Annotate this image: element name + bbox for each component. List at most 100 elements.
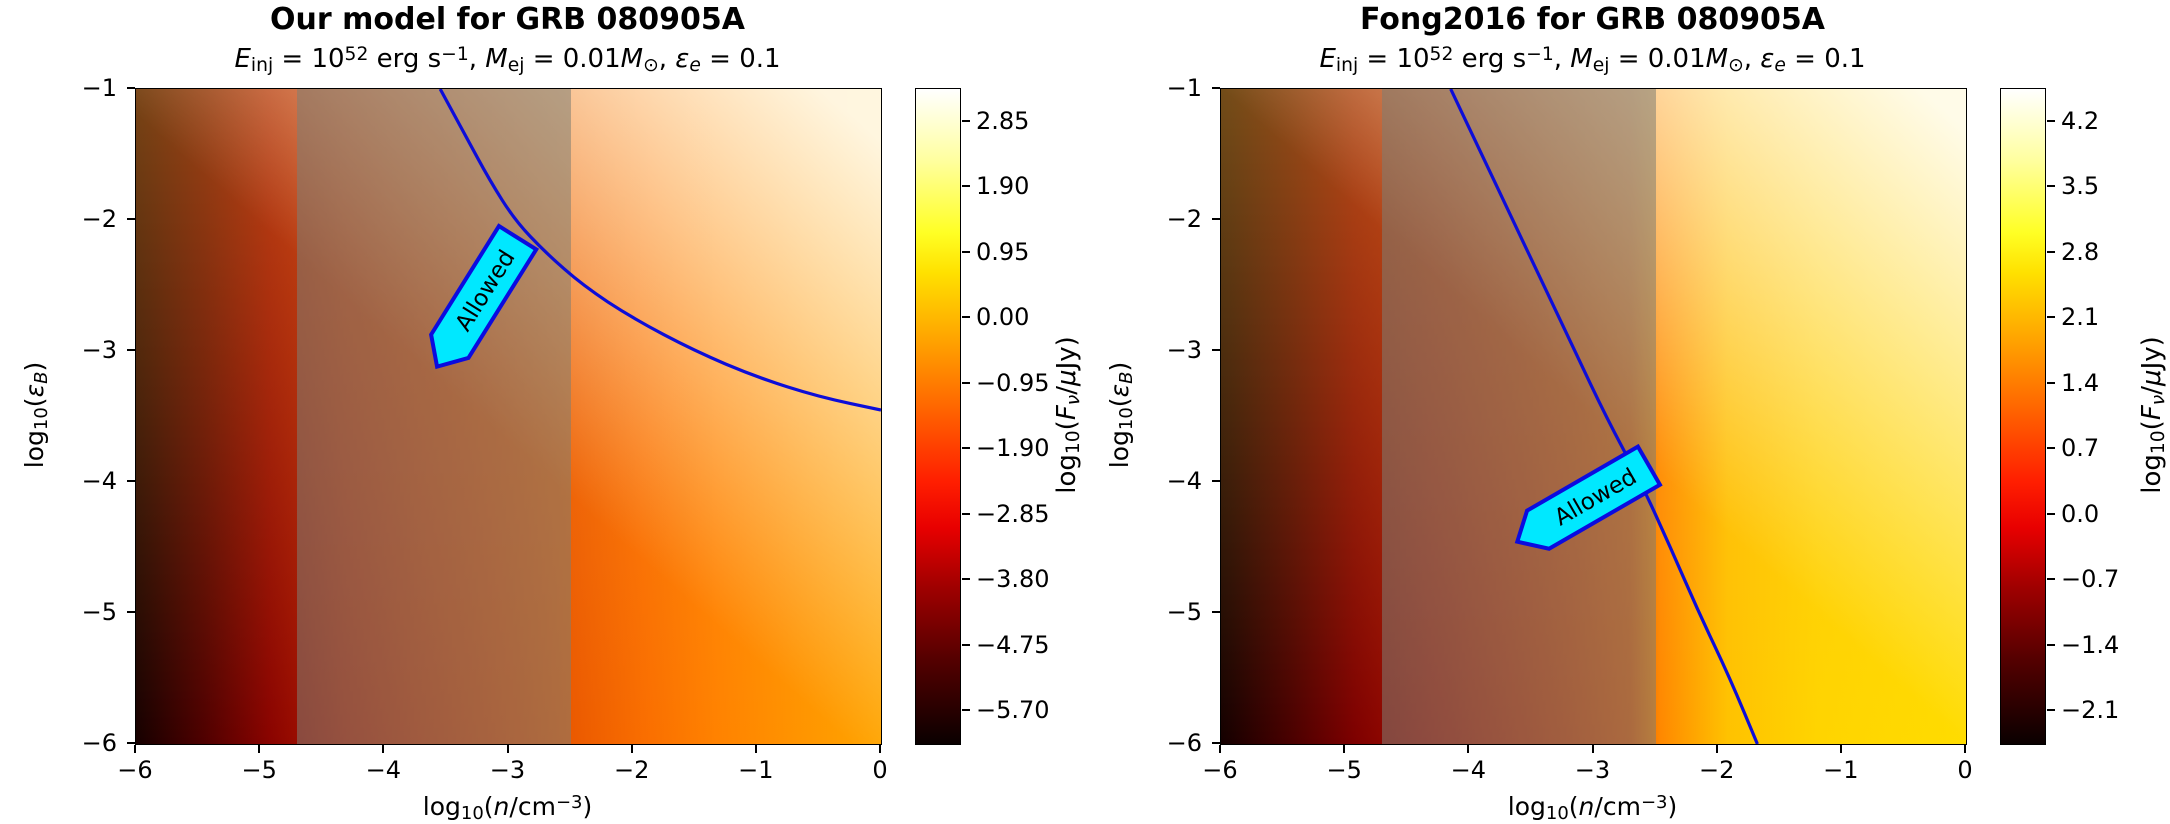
text-part: erg s <box>368 44 442 75</box>
text-part: log <box>422 792 461 822</box>
allowed-region-banner: Allowed <box>1514 443 1663 551</box>
colorbar-tick-label: −2.85 <box>976 499 1050 528</box>
shaded-band <box>297 89 571 744</box>
text-part: = 10 <box>1358 44 1430 75</box>
text-part: ε <box>1760 44 1775 75</box>
x-tick-mark <box>1343 745 1346 753</box>
colorbar-tick-mark <box>2047 381 2055 384</box>
colorbar-tick-label: 0.7 <box>2061 434 2100 463</box>
x-tick-label: −5 <box>241 756 277 784</box>
x-tick-label: −6 <box>1202 756 1238 784</box>
text-part: n <box>493 792 510 822</box>
shaded-band <box>1382 89 1656 744</box>
text-part: M <box>485 44 508 75</box>
heatmap-panel-our-model: Our model for GRB 080905A Einj = 1052 er… <box>20 2 1084 824</box>
colorbar-tick-label: 0.0 <box>2061 499 2100 528</box>
y-tick-label: −2 <box>81 205 117 233</box>
text-part: ε <box>675 44 690 75</box>
y-tick-mark <box>1212 349 1220 351</box>
text-part: , <box>468 44 486 75</box>
heatmap-plot-area: Allowed <box>1220 88 1967 745</box>
heatmap-plot-area: Allowed <box>135 88 882 745</box>
text-part: F <box>1052 405 1083 421</box>
colorbar-tick-mark <box>2047 119 2055 122</box>
colorbar-tick-mark <box>2047 578 2055 581</box>
colorbar-tick-mark <box>962 381 970 384</box>
colorbar-tick-mark <box>962 316 970 319</box>
text-part: ( <box>1568 792 1579 822</box>
text-part: ⊙ <box>643 54 659 76</box>
text-part: Jy) <box>2137 336 2168 370</box>
allowed-region-banner: Allowed <box>429 223 540 370</box>
x-tick-mark <box>382 745 385 753</box>
x-tick-label: −4 <box>365 756 402 784</box>
x-axis-ticks: −6 −5 −4 −3 −2 −1 0 <box>117 745 888 793</box>
x-axis-label: log10(n/cm−3) <box>135 792 880 824</box>
y-tick-mark <box>1212 611 1220 613</box>
text-part: ε <box>20 383 50 398</box>
text-part: = 0.01 <box>524 44 621 75</box>
y-tick-label: −3 <box>1166 336 1202 364</box>
text-part: = 10 <box>273 44 345 75</box>
y-tick-label: −6 <box>81 729 117 757</box>
text-part: 10 <box>1062 430 1084 455</box>
x-tick-label: 0 <box>872 756 888 784</box>
text-part: ν <box>2147 394 2169 406</box>
colorbar-tick-mark <box>2047 316 2055 319</box>
y-tick-mark <box>127 480 135 482</box>
x-tick-mark <box>134 745 136 753</box>
colorbar-tick-mark <box>962 119 970 122</box>
y-tick-label: −2 <box>1166 205 1202 233</box>
text-part: log <box>2137 454 2168 494</box>
colorbar-tick-mark <box>962 250 970 253</box>
text-part: e <box>1774 54 1786 76</box>
text-part: , <box>658 44 676 75</box>
colorbar-tick-label: 2.8 <box>2061 237 2100 266</box>
x-tick-mark <box>879 745 881 753</box>
y-tick-label: −1 <box>1166 74 1202 102</box>
text-part: = 0.01 <box>1609 44 1706 75</box>
colorbar-tick-mark <box>2047 250 2055 253</box>
x-tick-mark <box>630 745 633 753</box>
y-tick-mark <box>127 349 135 351</box>
colorbar-ticks: 4.2 3.5 2.8 2.1 1.4 0.7 0.0 −0.7 −1.4 −2.1 <box>2047 88 2167 743</box>
colorbar-tick-label: 2.85 <box>976 106 1030 135</box>
text-part: ( <box>483 792 494 822</box>
colorbar-tick-label: 3.5 <box>2061 172 2100 201</box>
text-part: B <box>1115 371 1137 384</box>
y-tick-label: −1 <box>81 74 117 102</box>
x-tick-label: −1 <box>1823 756 1859 784</box>
y-tick-label: −3 <box>81 336 117 364</box>
text-part: n <box>1578 792 1595 822</box>
y-tick-mark <box>127 611 135 613</box>
text-part: ej <box>1592 54 1610 76</box>
x-tick-mark <box>506 745 509 753</box>
y-tick-label: −4 <box>81 467 117 495</box>
panel-title: Our model for GRB 080905A <box>270 2 745 37</box>
x-tick-mark <box>754 745 757 753</box>
y-axis-label: log10(εB) <box>20 362 52 468</box>
colorbar-tick-label: 0.00 <box>976 303 1030 332</box>
text-part: E <box>234 44 251 75</box>
colorbar-tick-label: −4.75 <box>976 630 1050 659</box>
colorbar-tick-label: −1.90 <box>976 434 1050 463</box>
text-part: −3 <box>555 792 583 813</box>
panel-title: Fong2016 for GRB 080905A <box>1359 2 1826 37</box>
x-tick-mark <box>1839 745 1842 753</box>
text-part: −1 <box>441 44 469 65</box>
text-part: ej <box>507 54 525 76</box>
text-part: = 0.1 <box>700 44 781 75</box>
text-part: ( <box>1105 397 1135 408</box>
colorbar-tick-label: −1.4 <box>2061 630 2120 659</box>
text-part: , <box>1743 44 1761 75</box>
text-part: M <box>1705 44 1729 75</box>
colorbar <box>915 88 961 745</box>
y-tick-mark <box>127 742 135 744</box>
x-tick-mark <box>1591 745 1594 753</box>
x-axis-label: log10(n/cm−3) <box>1220 792 1965 824</box>
colorbar-tick-label: 1.4 <box>2061 368 2100 397</box>
x-axis-ticks: −6 −5 −4 −3 −2 −1 0 <box>1202 745 1973 793</box>
text-part: ) <box>20 361 50 372</box>
text-part: −1 <box>1526 44 1554 65</box>
text-part: 52 <box>344 44 369 65</box>
